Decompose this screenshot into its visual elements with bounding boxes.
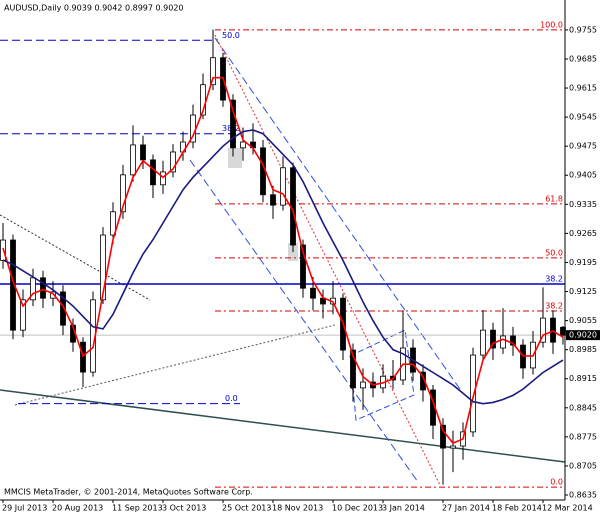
y-tick-label: 0.8705	[569, 461, 597, 470]
fib-label: 38.2	[545, 302, 563, 311]
price-box	[566, 330, 600, 341]
candle-body	[170, 151, 176, 173]
candle-body	[450, 445, 456, 449]
fib-label: 100.0	[540, 20, 563, 29]
x-tick-label: 3 Jan 2014	[382, 504, 425, 513]
candle-body	[210, 57, 216, 86]
candle-body	[80, 341, 86, 373]
candle-body	[130, 144, 136, 176]
x-tick-label: 12 Mar 2014	[542, 504, 593, 513]
dotted-line	[0, 214, 151, 301]
price-label: 0.9020	[569, 331, 597, 340]
candle-body	[230, 99, 236, 149]
moving-average	[2, 76, 564, 445]
fib-label: 0.0	[225, 394, 238, 403]
y-tick-label: 0.8985	[569, 345, 597, 354]
candle-body	[240, 141, 246, 149]
fib-label: 38.2	[545, 275, 563, 284]
y-tick-label: 0.9475	[569, 142, 597, 151]
candle-body	[120, 174, 126, 213]
candle-body	[280, 167, 286, 206]
y-tick-label: 0.9685	[569, 54, 597, 63]
candle-body	[20, 299, 26, 331]
candle-body	[360, 381, 366, 389]
y-tick-label: 0.8845	[569, 403, 597, 412]
y-tick-label: 0.9265	[569, 229, 597, 238]
y-tick-label: 0.8915	[569, 374, 597, 383]
chart-title: AUDUSD,Daily 0.9039 0.9042 0.8997 0.9020	[4, 4, 184, 13]
candle-body	[60, 291, 66, 326]
candle-body	[270, 194, 276, 206]
candle-body	[40, 277, 46, 299]
candle-body	[440, 424, 446, 449]
x-tick-label: 3 Oct 2013	[162, 504, 206, 513]
candle-body	[540, 317, 546, 343]
x-tick-label: 10 Dec 2013	[332, 504, 383, 513]
dotted-line	[14, 324, 336, 406]
candle-body	[300, 244, 306, 289]
y-tick-label: 0.9195	[569, 258, 597, 267]
y-tick-label: 0.9545	[569, 113, 597, 122]
trendline	[0, 389, 566, 463]
fib-label: 61.8	[545, 194, 563, 203]
candle-body	[350, 349, 356, 389]
candle-body	[510, 335, 516, 346]
candle-body	[310, 287, 316, 299]
candle-body	[100, 234, 106, 301]
y-tick-label: 0.8775	[569, 432, 597, 441]
x-tick-label: 20 Aug 2013	[52, 504, 103, 513]
fib-label: 50.0	[222, 31, 240, 40]
y-tick-label: 0.9125	[569, 287, 597, 296]
candle-body	[150, 159, 156, 186]
y-tick-label: 0.9335	[569, 200, 597, 209]
footer: MMCIS MetaTrader, © 2001-2014, MetaQuote…	[4, 488, 253, 497]
x-tick-label: 11 Sep 2013	[112, 504, 163, 513]
fib-label: 50.0	[545, 248, 563, 257]
y-tick-label: 0.9055	[569, 316, 597, 325]
x-tick-label: 25 Oct 2013	[222, 504, 271, 513]
candle-body	[110, 211, 116, 236]
moving-average	[2, 129, 564, 405]
y-tick-label: 0.9405	[569, 171, 597, 180]
box-drawing	[349, 329, 415, 421]
candle-body	[10, 239, 16, 331]
candle-body	[490, 329, 496, 349]
marker-box	[228, 148, 242, 168]
x-tick-label: 18 Feb 2014	[492, 504, 542, 513]
candle-body	[500, 335, 506, 349]
candle-body	[140, 144, 146, 161]
x-tick-label: 27 Jan 2014	[442, 504, 490, 513]
candle-body	[470, 354, 476, 433]
candle-body	[480, 329, 486, 356]
y-tick-label: 0.8635	[569, 491, 597, 500]
x-tick-label: 29 Jul 2013	[2, 504, 47, 513]
candle-body	[50, 291, 56, 299]
fib-label: 0.0	[550, 478, 563, 487]
plot: 100.061.850.038.20.050.038.20.038.2	[0, 20, 566, 488]
x-tick-label: 18 Nov 2013	[272, 504, 323, 513]
y-tick-label: 0.9615	[569, 84, 597, 93]
y-tick-label: 0.9755	[569, 25, 597, 34]
channel-line	[189, 159, 419, 483]
